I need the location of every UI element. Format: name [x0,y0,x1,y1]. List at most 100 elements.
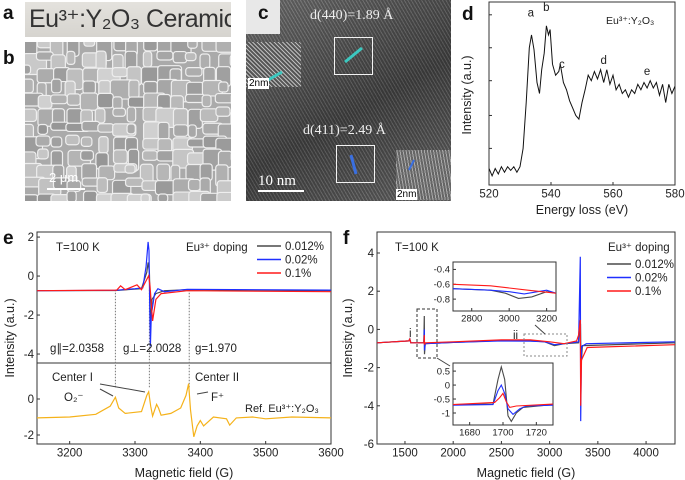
epr-wide-x-axis-label: Magnetic field (G) [477,466,576,480]
zoom-arrow [534,324,546,335]
grain [83,42,96,47]
epr-wide-y-tick-label: 0 [368,324,374,336]
grain [140,193,151,201]
epr-reference-line [37,383,331,437]
eels-peak-label: b [543,2,549,14]
epr-x-tick-label: 3600 [318,448,344,460]
epr-series-line [37,273,331,321]
inset-x-tick-label: 2800 [461,314,482,325]
scale-bar [258,190,304,192]
grain [187,124,197,138]
inset-scale-411: 2nm [396,189,418,200]
panel-label-f: f [343,228,350,249]
epr-upper-y-tick-label: 0 [28,271,34,283]
epr-wide-y-tick-label: 4 [368,248,375,260]
eels-x-tick-label: 540 [541,189,560,201]
epr-wide-x-tick-label: 3000 [537,448,563,460]
grain [215,106,231,117]
epr-wide-x-tick-label: 2500 [489,448,515,460]
panel-label-e: e [3,228,14,249]
epr-wide-legend-label: 0.1% [635,286,661,298]
epr-wide-y-tick-label: 2 [368,286,374,298]
d440-label: d(440)=1.89 Å [310,8,394,23]
d411-label: d(411)=2.49 Å [303,123,386,138]
grain [66,50,76,65]
center-ii-label: Center II [195,372,239,384]
grain [80,149,95,161]
epr-wide-x-tick-label: 2000 [440,448,466,460]
grain [35,135,51,147]
epr-upper-y-tick-label: 2 [28,232,34,244]
grain [157,193,169,201]
reference-label: Ref. Eu³⁺:Y₂O₃ [245,403,319,415]
eels-sample-label: Eu³⁺:Y₂O₃ [606,15,654,27]
inset-x-tick-label: 3000 [499,314,520,325]
epr-wide-legend-title: Eu³⁺ doping [608,242,670,254]
region-ii-box [523,333,568,357]
epr-wide-y-tick-label: -6 [364,439,374,451]
panel-label-a: a [3,3,14,24]
epr-legend-label: 0.1% [285,268,311,280]
scale-bar-label: 2 μm [49,170,79,185]
d440-inset-marker-icon [267,70,283,82]
eels-peak-label: e [644,66,650,78]
panel-label-c: c [258,3,269,24]
epr-x-tick-label: 3300 [122,448,148,460]
grain [218,81,229,93]
epr-wide-temperature-label: T=100 K [395,242,439,254]
grain [229,54,231,67]
grain [112,107,127,117]
g-value-label: g=1.970 [195,343,237,355]
inset-x-tick-label: 1700 [492,428,513,439]
f-plus-label: F⁺ [211,392,224,404]
epr-wide-series-line [377,319,675,406]
grain [199,192,222,201]
inset-y-tick-label: -0.4 [434,265,450,276]
inset-series-line [453,288,556,295]
hrtem-image: d(440)=1.89 Å d(411)=2.49 Å 2nm 2nm 10 n… [246,0,451,201]
grain [126,123,136,135]
annotation-arrow [99,383,146,393]
grain [37,148,49,160]
grain [50,78,62,94]
ceramic-photo: Eu³⁺:Y₂O₃ Ceramic [25,2,231,37]
inset-y-tick-label: 0 [445,380,450,391]
eels-y-axis-label: Intensity (a.u.) [460,55,474,134]
eels-x-axis-label: Energy loss (eV) [536,203,628,217]
grain [187,42,198,49]
grain [65,134,80,146]
inset-x-tick-label: 1720 [526,428,547,439]
inset-x-tick-label: 3200 [536,314,557,325]
epr-x-tick-label: 3200 [57,448,83,460]
inset-frame [452,261,557,312]
d411-box [336,145,375,183]
lattice-markers [267,46,415,175]
zoom-arrow [436,357,451,367]
inset-scale-440: 2nm [248,78,270,89]
grain-structure [25,42,231,201]
epr-x-axis-label: Magnetic field (G) [135,466,234,480]
epr-x-tick-label: 3400 [188,448,214,460]
grain [201,94,212,108]
epr-wide-y-tick-label: -2 [364,363,374,375]
d440-marker-icon [344,46,363,64]
inset-y-tick-label: -0.5 [434,394,450,405]
eels-peak-label: a [528,8,535,20]
d411-inset-marker-icon [408,159,415,171]
d411-marker-icon [349,154,358,175]
epr-x-tick-label: 3500 [253,448,279,460]
epr-lower-y-tick-label: 0 [28,394,34,406]
grain [66,190,77,201]
epr-wide-series-line [377,315,675,368]
region-ii-label: ii [513,330,518,342]
grain [94,107,106,124]
eels-spectrum-line [489,25,675,178]
panel-label-d: d [462,4,474,25]
grain [124,164,136,174]
inset-x-tick-label: 1680 [459,428,480,439]
epr-wide-x-tick-label: 3500 [585,448,611,460]
inset-series-line [453,364,553,423]
eels-plot-frame [488,1,676,186]
